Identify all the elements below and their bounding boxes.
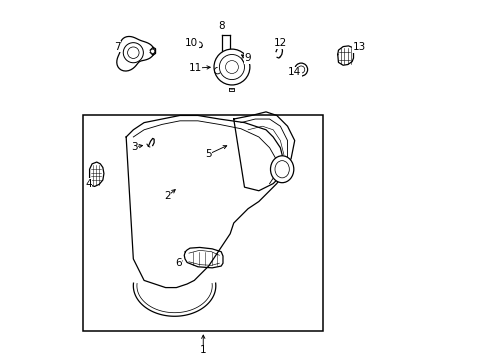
Text: 3: 3: [130, 142, 137, 152]
Circle shape: [196, 42, 202, 48]
Text: 11: 11: [188, 63, 201, 73]
Text: 8: 8: [218, 21, 224, 31]
Text: 13: 13: [352, 42, 365, 52]
Circle shape: [150, 49, 155, 53]
Text: 1: 1: [200, 345, 206, 355]
Text: 12: 12: [273, 38, 286, 48]
Text: 14: 14: [287, 67, 301, 77]
Bar: [83, 116, 323, 330]
Text: 6: 6: [175, 258, 181, 268]
Circle shape: [214, 49, 249, 85]
Text: 2: 2: [164, 191, 170, 201]
Circle shape: [219, 54, 244, 80]
Text: 7: 7: [114, 42, 120, 51]
Text: 5: 5: [205, 149, 211, 159]
Circle shape: [123, 42, 143, 63]
Text: 10: 10: [184, 38, 198, 48]
Ellipse shape: [270, 156, 293, 183]
Ellipse shape: [274, 161, 289, 178]
Circle shape: [294, 63, 307, 76]
Text: 9: 9: [244, 53, 251, 63]
Circle shape: [297, 66, 304, 73]
Text: 4: 4: [85, 179, 92, 189]
Circle shape: [225, 60, 238, 73]
Circle shape: [127, 47, 139, 58]
